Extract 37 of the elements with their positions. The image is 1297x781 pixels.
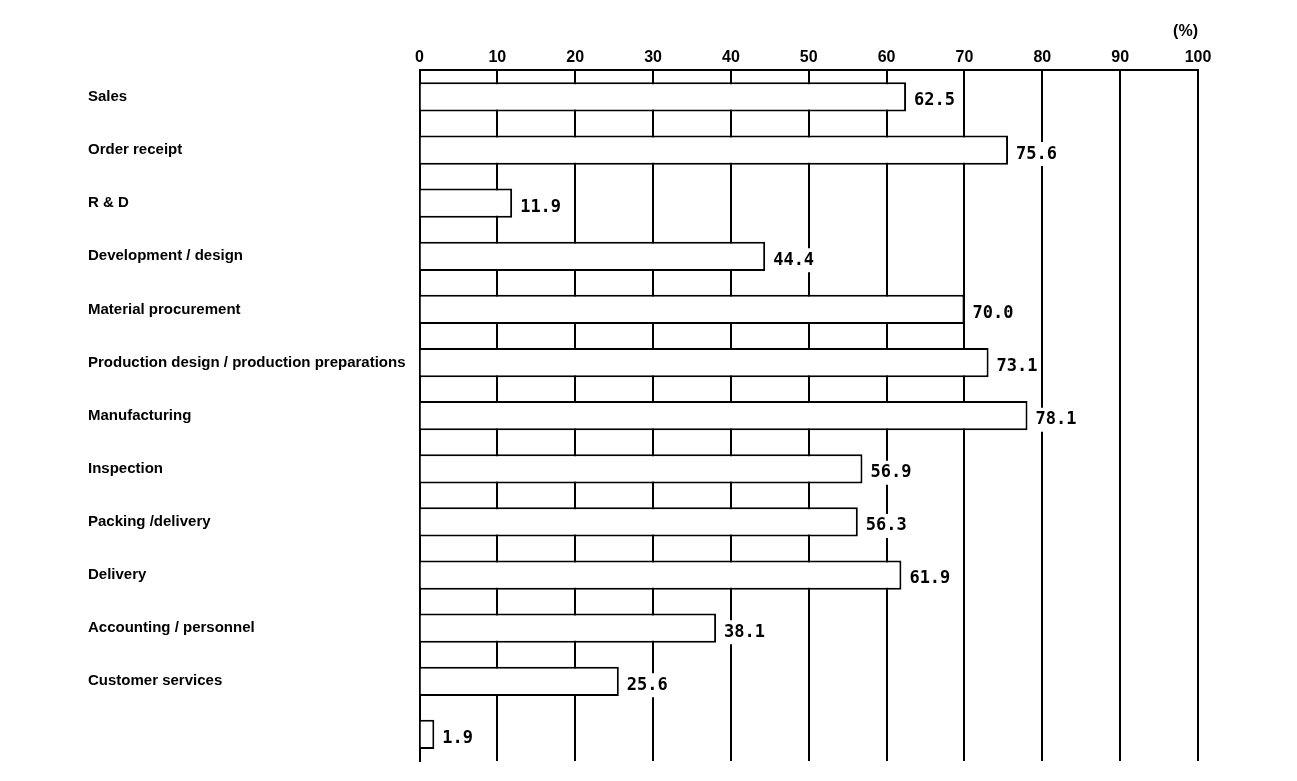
x-tick-label: 0 [415,48,425,66]
x-tick-label: 10 [488,48,507,66]
x-tick-label: 20 [566,48,585,66]
x-tick-label: 100 [1184,48,1212,66]
y-tick-label: Development / design [88,246,244,264]
x-axis-title: (%) [1173,22,1198,40]
data-label: 75.6 [1016,142,1057,163]
data-label: 56.9 [870,461,912,482]
y-tick-label: Accounting / personnel [88,618,255,636]
y-tick-label: Manufacturing [88,405,192,423]
data-label: 61.9 [909,567,951,588]
x-tick-label: 40 [722,48,740,66]
y-tick-label: Order receipt [88,140,183,158]
y-tick-label: Sales [88,87,128,105]
y-tick-label: Production design / production preparations [88,352,406,370]
x-tick-label: 30 [644,48,663,66]
data-label: 73.1 [996,355,1038,375]
data-label: 11.9 [520,195,562,216]
x-tick-label: 80 [1033,48,1052,66]
x-tick-label: 60 [877,48,896,66]
y-tick-label: Packing /delivery [88,512,212,530]
data-label: 78.1 [1035,408,1077,429]
y-tick-label: Customer services [88,671,223,689]
y-tick-label: Material procurement [88,299,241,317]
x-tick-label: 50 [799,48,818,66]
x-tick-label: 70 [955,48,974,66]
y-tick-label: Delivery [88,565,148,583]
y-tick-label: Inspection [88,458,164,476]
y-tick-label: R & D [88,193,129,211]
data-label: 25.6 [626,673,668,694]
data-label: 70.0 [972,301,1014,322]
data-label: 56.3 [865,514,907,535]
data-label: 44.4 [773,248,815,269]
x-tick-label: 90 [1111,48,1130,66]
data-label: 1.9 [442,726,474,747]
data-label: 62.5 [914,89,956,110]
data-label: 38.1 [724,620,766,641]
